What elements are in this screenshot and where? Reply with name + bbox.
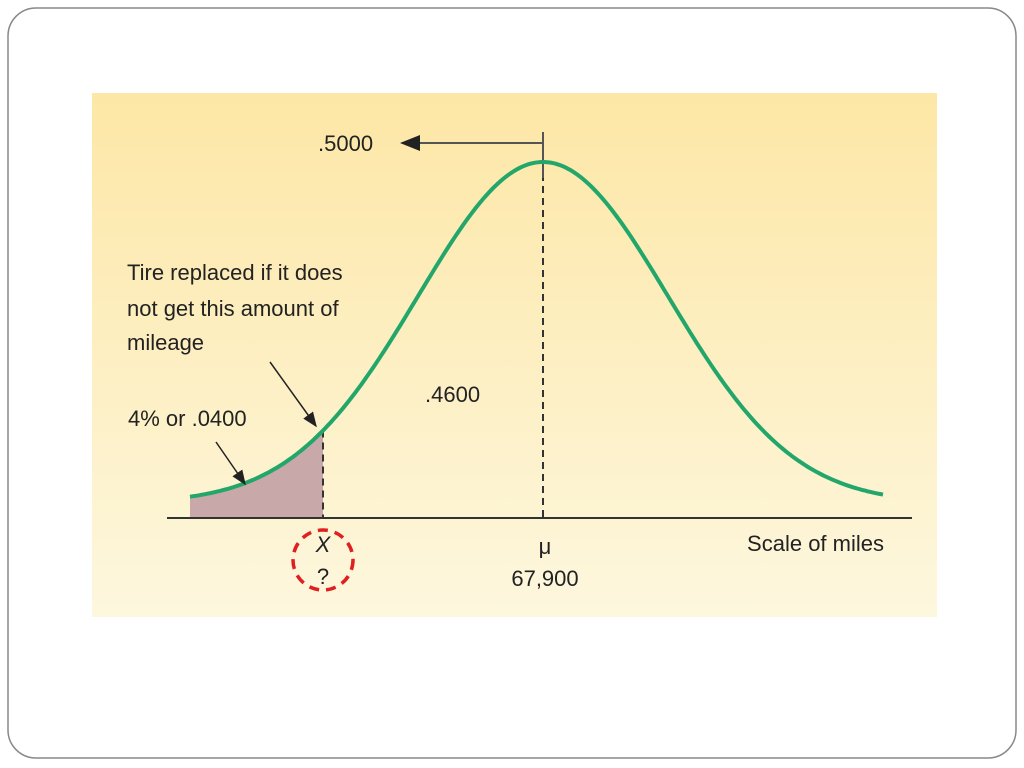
top-probability: .5000	[318, 131, 373, 156]
mean-symbol: μ	[539, 534, 552, 559]
x-unknown: ?	[317, 564, 329, 589]
tail-area	[190, 430, 323, 518]
x-symbol: X	[315, 532, 332, 557]
annotation-arrow	[269, 361, 317, 428]
middle-probability: .4600	[425, 382, 480, 407]
annotation-line: mileage	[127, 330, 204, 355]
tail-label: 4% or .0400	[128, 406, 247, 431]
annotation-line: Tire replaced if it does	[127, 260, 343, 285]
mean-value: 67,900	[511, 566, 578, 591]
axis-label: Scale of miles	[747, 531, 884, 556]
annotation-line: not get this amount of	[127, 296, 339, 321]
figure-panel	[92, 93, 937, 617]
tail-arrow	[215, 441, 246, 486]
normal-curve	[189, 160, 884, 499]
highlight-circle	[291, 528, 355, 592]
